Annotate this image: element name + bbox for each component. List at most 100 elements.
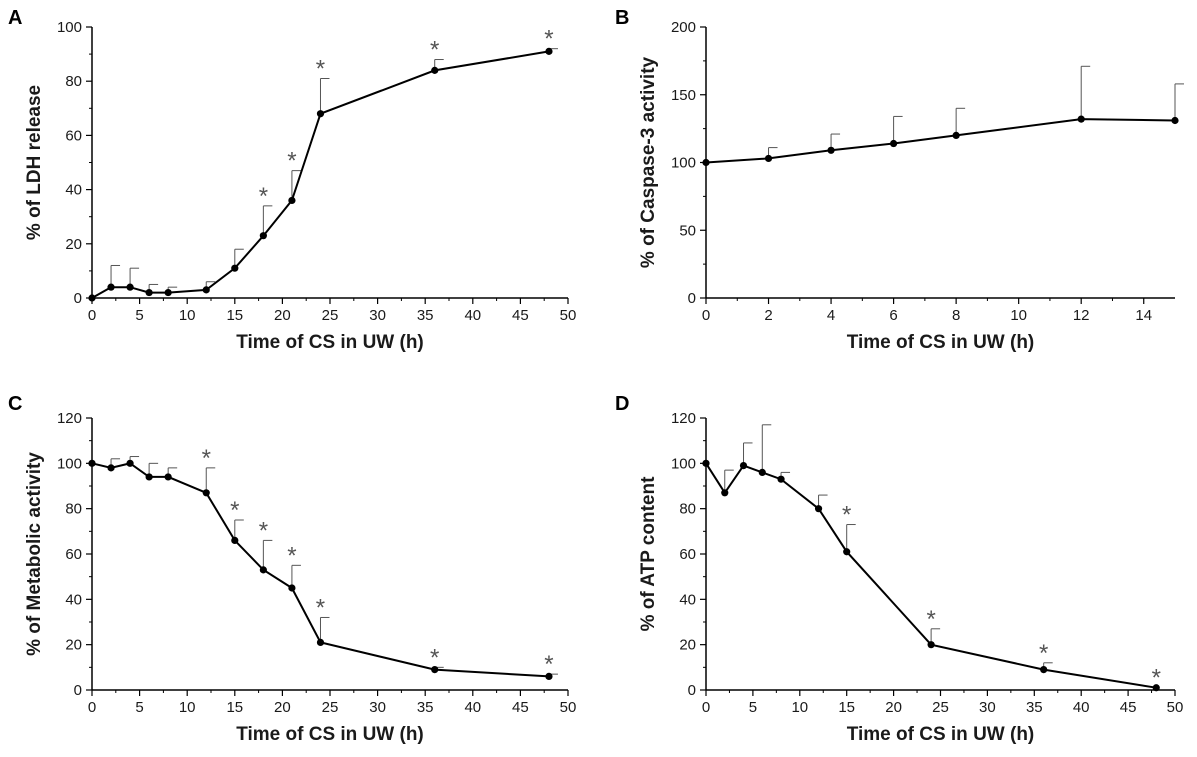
data-point <box>88 294 96 302</box>
data-point <box>126 459 134 467</box>
x-tick-label: 20 <box>274 699 291 716</box>
x-tick-label: 30 <box>369 307 386 324</box>
x-tick-label: 0 <box>702 699 710 716</box>
x-tick-label: 40 <box>1073 699 1090 716</box>
y-axis-title: % of LDH release <box>24 85 45 240</box>
data-point <box>231 536 239 545</box>
x-tick-label: 45 <box>512 307 529 324</box>
data-point <box>288 584 296 592</box>
data-point <box>1077 115 1085 123</box>
data-point <box>952 131 960 139</box>
x-tick-label: 30 <box>369 699 386 716</box>
data-point <box>126 283 134 291</box>
x-tick-label: 40 <box>464 307 481 324</box>
x-axis-title: Time of CS in UW (h) <box>236 332 424 353</box>
y-tick-label: 120 <box>57 410 82 427</box>
x-tick-label: 0 <box>88 307 96 324</box>
x-tick-label: 0 <box>88 699 96 716</box>
x-tick-label: 10 <box>179 307 196 324</box>
data-point <box>145 288 153 297</box>
y-axis-title: % of ATP content <box>638 476 659 631</box>
x-tick-label: 35 <box>417 699 434 716</box>
panel-letter-c: C <box>8 393 22 415</box>
x-tick-label: 10 <box>1010 307 1027 324</box>
y-tick-label: 60 <box>679 546 696 563</box>
chart-panel-a: 0 5 10 15 20 25 30 35 40 45 50 0 20 40 60 80 100 Time of … <box>24 19 576 353</box>
data-point <box>545 672 553 681</box>
x-tick-label: 20 <box>885 699 902 716</box>
y-tick-label: 100 <box>57 19 82 36</box>
x-tick-label: 2 <box>764 307 772 324</box>
significance-star: * <box>544 26 553 53</box>
data-point <box>145 473 153 481</box>
y-tick-label: 100 <box>671 155 696 172</box>
x-tick-label: 15 <box>226 307 243 324</box>
data-point <box>107 283 115 291</box>
x-tick-label: 30 <box>979 699 996 716</box>
x-axis-title: Time of CS in UW (h) <box>236 724 424 745</box>
data-point <box>202 286 210 294</box>
data-point <box>88 459 96 467</box>
x-tick-label: 50 <box>560 699 577 716</box>
panel-letter-d: D <box>615 393 629 415</box>
y-tick-label: 50 <box>679 222 696 239</box>
x-tick-label: 6 <box>889 307 897 324</box>
chart-panel-d: 0 5 10 15 20 25 30 35 40 45 50 0 20 40 60 80 100 120 Time … <box>638 410 1183 745</box>
x-tick-label: 5 <box>135 307 143 324</box>
panel-letter-b: B <box>615 7 629 29</box>
x-tick-label: 14 <box>1135 307 1152 324</box>
y-tick-label: 0 <box>74 290 82 307</box>
data-point <box>259 566 267 574</box>
y-tick-label: 20 <box>65 637 82 654</box>
x-tick-label: 15 <box>838 699 855 716</box>
series-line <box>705 462 1157 689</box>
x-axis-title: Time of CS in UW (h) <box>847 724 1035 745</box>
x-tick-label: 25 <box>322 307 339 324</box>
x-tick-label: 25 <box>322 699 339 716</box>
data-point <box>843 548 851 556</box>
data-point <box>739 462 748 470</box>
y-tick-label: 20 <box>679 637 696 654</box>
significance-star: * <box>1039 640 1048 667</box>
y-tick-label: 40 <box>679 591 696 608</box>
y-tick-label: 120 <box>671 410 696 427</box>
y-tick-label: 60 <box>65 127 82 144</box>
x-tick-label: 12 <box>1073 307 1090 324</box>
x-tick-label: 4 <box>827 307 835 324</box>
chart-panel-c: 0 5 10 15 20 25 30 35 40 45 50 0 20 40 60 80 100 120 Time … <box>24 410 576 745</box>
y-tick-label: 80 <box>65 501 82 518</box>
chart-panel-b: 0 2 4 6 8 10 12 14 0 50 100 150 200 Time of CS in UW … <box>638 19 1184 353</box>
x-tick-label: 35 <box>417 307 434 324</box>
data-point <box>890 139 898 148</box>
x-tick-label: 40 <box>464 699 481 716</box>
y-tick-label: 0 <box>688 290 696 307</box>
significance-star: * <box>259 183 268 210</box>
y-tick-label: 0 <box>688 682 696 699</box>
y-axis-title: % of Caspase-3 activity <box>638 56 659 268</box>
x-tick-label: 20 <box>274 307 291 324</box>
y-tick-label: 60 <box>65 546 82 563</box>
y-tick-label: 80 <box>65 73 82 90</box>
significance-star: * <box>544 651 553 678</box>
data-point <box>764 154 773 163</box>
y-tick-label: 200 <box>671 19 696 36</box>
significance-star: * <box>926 606 935 633</box>
panel-letter-a: A <box>8 7 22 29</box>
data-point <box>431 666 439 674</box>
x-tick-label: 15 <box>226 699 243 716</box>
x-tick-label: 50 <box>560 307 577 324</box>
data-point <box>927 641 935 649</box>
data-point <box>827 146 835 154</box>
x-tick-label: 35 <box>1026 699 1043 716</box>
data-point <box>545 47 553 55</box>
y-tick-label: 100 <box>671 455 696 472</box>
significance-star: * <box>259 517 268 544</box>
data-point <box>702 459 710 467</box>
y-tick-label: 40 <box>65 591 82 608</box>
data-point <box>259 232 267 240</box>
significance-star: * <box>287 148 296 175</box>
data-point <box>107 464 115 472</box>
x-tick-label: 50 <box>1167 699 1184 716</box>
